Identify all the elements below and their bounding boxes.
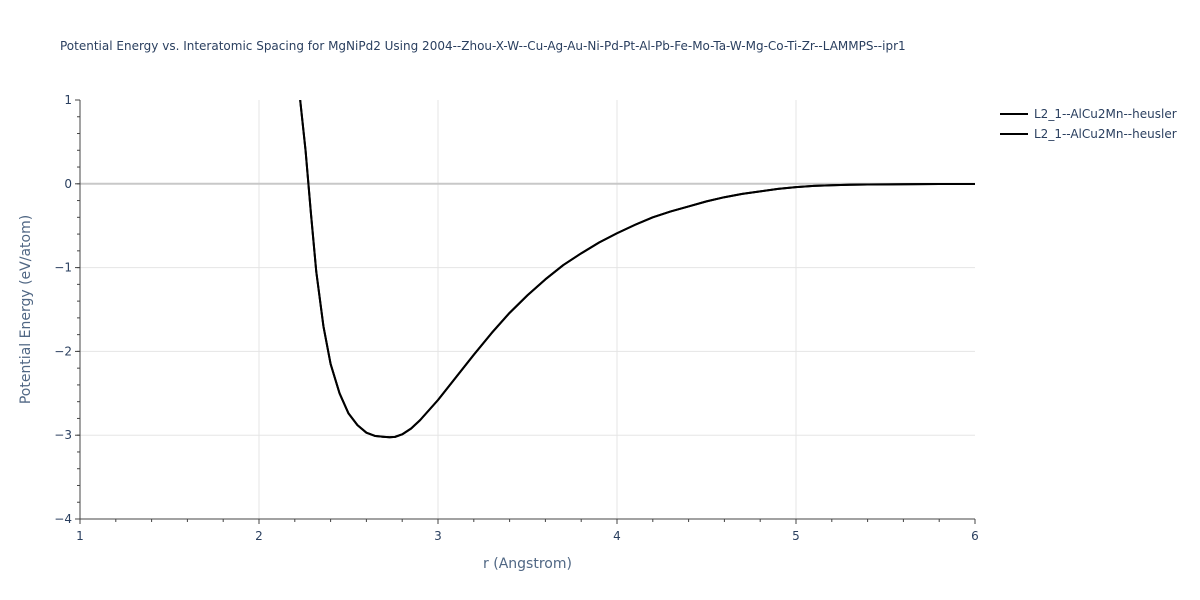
y-tick-label: 1	[64, 93, 72, 107]
chart-title: Potential Energy vs. Interatomic Spacing…	[60, 39, 906, 53]
x-tick-label: 3	[434, 529, 442, 543]
series-line-1	[299, 100, 975, 439]
plot-area	[299, 100, 975, 439]
x-tick-label: 6	[971, 529, 979, 543]
y-tick-label: −4	[54, 512, 72, 526]
x-tick-label: 1	[76, 529, 84, 543]
legend-label-2: L2_1--AlCu2Mn--heusler	[1034, 127, 1177, 141]
y-tick-label: 0	[64, 177, 72, 191]
x-tick-label: 5	[792, 529, 800, 543]
y-tick-label: −3	[54, 428, 72, 442]
x-tick-label: 4	[613, 529, 621, 543]
series-line-2	[299, 100, 975, 439]
x-axis-title: r (Angstrom)	[483, 556, 572, 572]
legend: L2_1--AlCu2Mn--heusler L2_1--AlCu2Mn--heu…	[1000, 107, 1177, 141]
y-tick-label: −2	[54, 344, 72, 358]
axes: 1 2 3 4 5 6 1 0 −1 −2 −3 −4	[54, 93, 979, 543]
x-tick-label: 2	[255, 529, 263, 543]
grid	[80, 100, 975, 519]
y-axis-title: Potential Energy (eV/atom)	[18, 215, 34, 404]
legend-label-1: L2_1--AlCu2Mn--heusler	[1034, 107, 1177, 121]
y-tick-label: −1	[54, 261, 72, 275]
